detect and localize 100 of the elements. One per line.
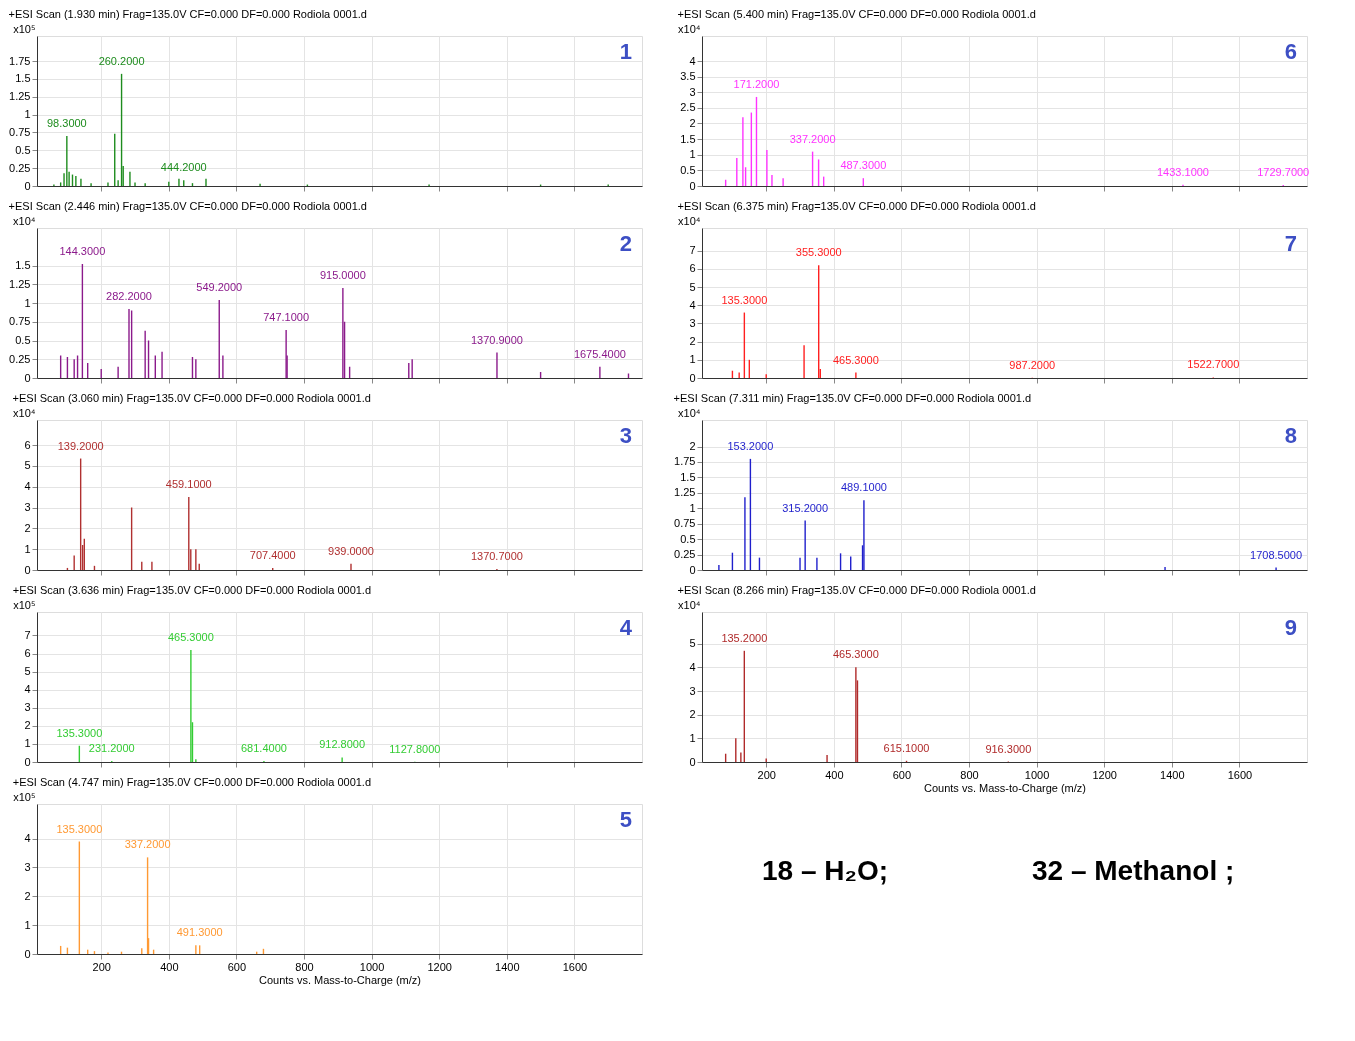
- annotation: 337.2000: [124, 838, 171, 851]
- annotation: 681.4000: [240, 742, 287, 755]
- y-tick-label: 0: [24, 371, 31, 384]
- y-tick-label: 0: [24, 563, 31, 576]
- annotation: 465.3000: [167, 630, 214, 643]
- y-tick-label: 0: [689, 371, 696, 384]
- y-tick-label: 0.5: [15, 143, 31, 156]
- y-tick-label: 6: [24, 438, 31, 451]
- x-tick-label: 400: [160, 960, 179, 973]
- y-tick-label: 6: [24, 647, 31, 660]
- chart-title: +ESI Scan (3.060 min) Frag=135.0V CF=0.000 DF=0.000 Rodiola 0001.d: [12, 392, 371, 404]
- y-axis-title: x10⁵: [13, 790, 36, 803]
- annotation: 135.3000: [56, 726, 103, 739]
- annotation: 355.3000: [795, 246, 842, 259]
- chart-subtitle: 2: [619, 231, 632, 256]
- y-tick-label: 5: [24, 459, 31, 472]
- x-tick-label: 1200: [427, 960, 452, 973]
- y-axis-title: x10⁴: [13, 214, 36, 227]
- annotation: 465.3000: [832, 353, 879, 366]
- y-axis-title: x10⁴: [678, 22, 701, 35]
- y-tick-label: 7: [689, 244, 696, 257]
- x-tick-label: 1400: [1160, 768, 1185, 781]
- chart-subtitle: 8: [1284, 423, 1297, 448]
- chart-subtitle: 4: [619, 615, 633, 640]
- annotation: 549.2000: [196, 281, 243, 293]
- annotation: 153.2000: [727, 439, 774, 452]
- y-tick-label: 3: [24, 501, 31, 513]
- annotation: 98.3000: [46, 117, 87, 129]
- y-axis-title: x10⁵: [13, 22, 36, 35]
- y-tick-label: 4: [689, 660, 696, 673]
- y-tick-label: 3: [689, 85, 696, 98]
- y-tick-label: 1: [24, 108, 31, 121]
- y-tick-label: 1: [689, 501, 696, 514]
- y-tick-label: 6: [689, 262, 696, 275]
- x-tick-label: 600: [227, 960, 247, 973]
- chart-subtitle: 6: [1284, 39, 1297, 64]
- chart-title: +ESI Scan (2.446 min) Frag=135.0V CF=0.000 DF=0.000 Rodiola 0001.d: [8, 200, 367, 212]
- y-tick-label: 2.5: [680, 101, 696, 114]
- x-tick-label: 1200: [1092, 768, 1117, 781]
- y-tick-label: 2: [689, 440, 696, 453]
- y-tick-label: 2: [689, 708, 696, 721]
- y-tick-label: 0.25: [9, 161, 31, 174]
- annotation: 1729.7000: [1257, 166, 1310, 179]
- annotation: 615.1000: [883, 741, 930, 754]
- y-tick-label: 5: [689, 280, 696, 293]
- annotation: 282.2000: [106, 290, 152, 302]
- x-axis-title: Counts vs. Mass-to-Charge (m/z): [924, 781, 1086, 794]
- y-tick-label: 2: [689, 117, 696, 129]
- y-tick-label: 4: [24, 832, 31, 845]
- y-tick-label: 0: [24, 947, 31, 960]
- annotation: 337.2000: [789, 132, 836, 145]
- y-tick-label: 0: [24, 755, 31, 768]
- y-tick-label: 1: [24, 918, 31, 931]
- text: 18 – H₂O;: [762, 855, 889, 886]
- y-tick-label: 0.25: [9, 352, 31, 365]
- annotation: 315.2000: [782, 501, 829, 514]
- chart-title: +ESI Scan (5.400 min) Frag=135.0V CF=0.000 DF=0.000 Rodiola 0001.d: [677, 8, 1036, 20]
- annotation: 465.3000: [832, 648, 879, 661]
- chart-subtitle: 3: [619, 423, 632, 448]
- y-tick-label: 3: [689, 684, 696, 697]
- y-tick-label: 1: [689, 148, 696, 161]
- annotation: 487.3000: [840, 159, 887, 172]
- annotation: 1127.8000: [389, 742, 441, 755]
- x-tick-label: 400: [825, 768, 844, 781]
- y-tick-label: 0: [689, 179, 696, 192]
- y-tick-label: 3: [24, 701, 31, 714]
- chart-subtitle: 7: [1284, 231, 1297, 256]
- annotation: 1675.4000: [573, 347, 626, 360]
- x-tick-label: 1400: [495, 960, 520, 973]
- y-tick-label: 4: [24, 480, 31, 493]
- annotation: 1433.1000: [1156, 165, 1209, 178]
- x-tick-label: 200: [757, 768, 776, 781]
- y-tick-label: 0.5: [680, 532, 696, 545]
- y-tick-label: 1: [24, 542, 31, 555]
- y-tick-label: 0.5: [680, 163, 696, 176]
- annotation: 747.1000: [263, 311, 310, 323]
- y-tick-label: 1.75: [674, 455, 696, 468]
- annotation: 915.0000: [319, 269, 366, 281]
- chart-subtitle: 1: [619, 39, 632, 64]
- y-tick-label: 1.5: [15, 72, 31, 85]
- y-axis-title: x10⁴: [678, 598, 701, 611]
- y-tick-label: 4: [689, 54, 696, 67]
- annotation: 135.2000: [721, 631, 768, 644]
- annotation: 139.2000: [57, 439, 104, 452]
- annotation: 444.2000: [160, 161, 207, 174]
- y-tick-label: 2: [24, 521, 31, 534]
- chart-title: +ESI Scan (1.930 min) Frag=135.0V CF=0.000 DF=0.000 Rodiola 0001.d: [8, 8, 367, 20]
- y-tick-label: 1.25: [674, 486, 696, 499]
- y-tick-label: 1: [24, 737, 31, 750]
- x-tick-label: 800: [960, 768, 979, 781]
- chart-subtitle: 5: [619, 807, 632, 832]
- y-tick-label: 2: [24, 889, 31, 902]
- y-tick-label: 1.25: [9, 90, 31, 103]
- x-tick-label: 600: [892, 768, 912, 781]
- y-tick-label: 4: [689, 298, 696, 311]
- y-tick-label: 5: [24, 665, 31, 678]
- y-tick-label: 1.75: [9, 54, 31, 67]
- y-tick-label: 0.75: [674, 517, 696, 530]
- annotation: 459.1000: [165, 478, 212, 491]
- chart-title: +ESI Scan (8.266 min) Frag=135.0V CF=0.000 DF=0.000 Rodiola 0001.d: [677, 584, 1036, 596]
